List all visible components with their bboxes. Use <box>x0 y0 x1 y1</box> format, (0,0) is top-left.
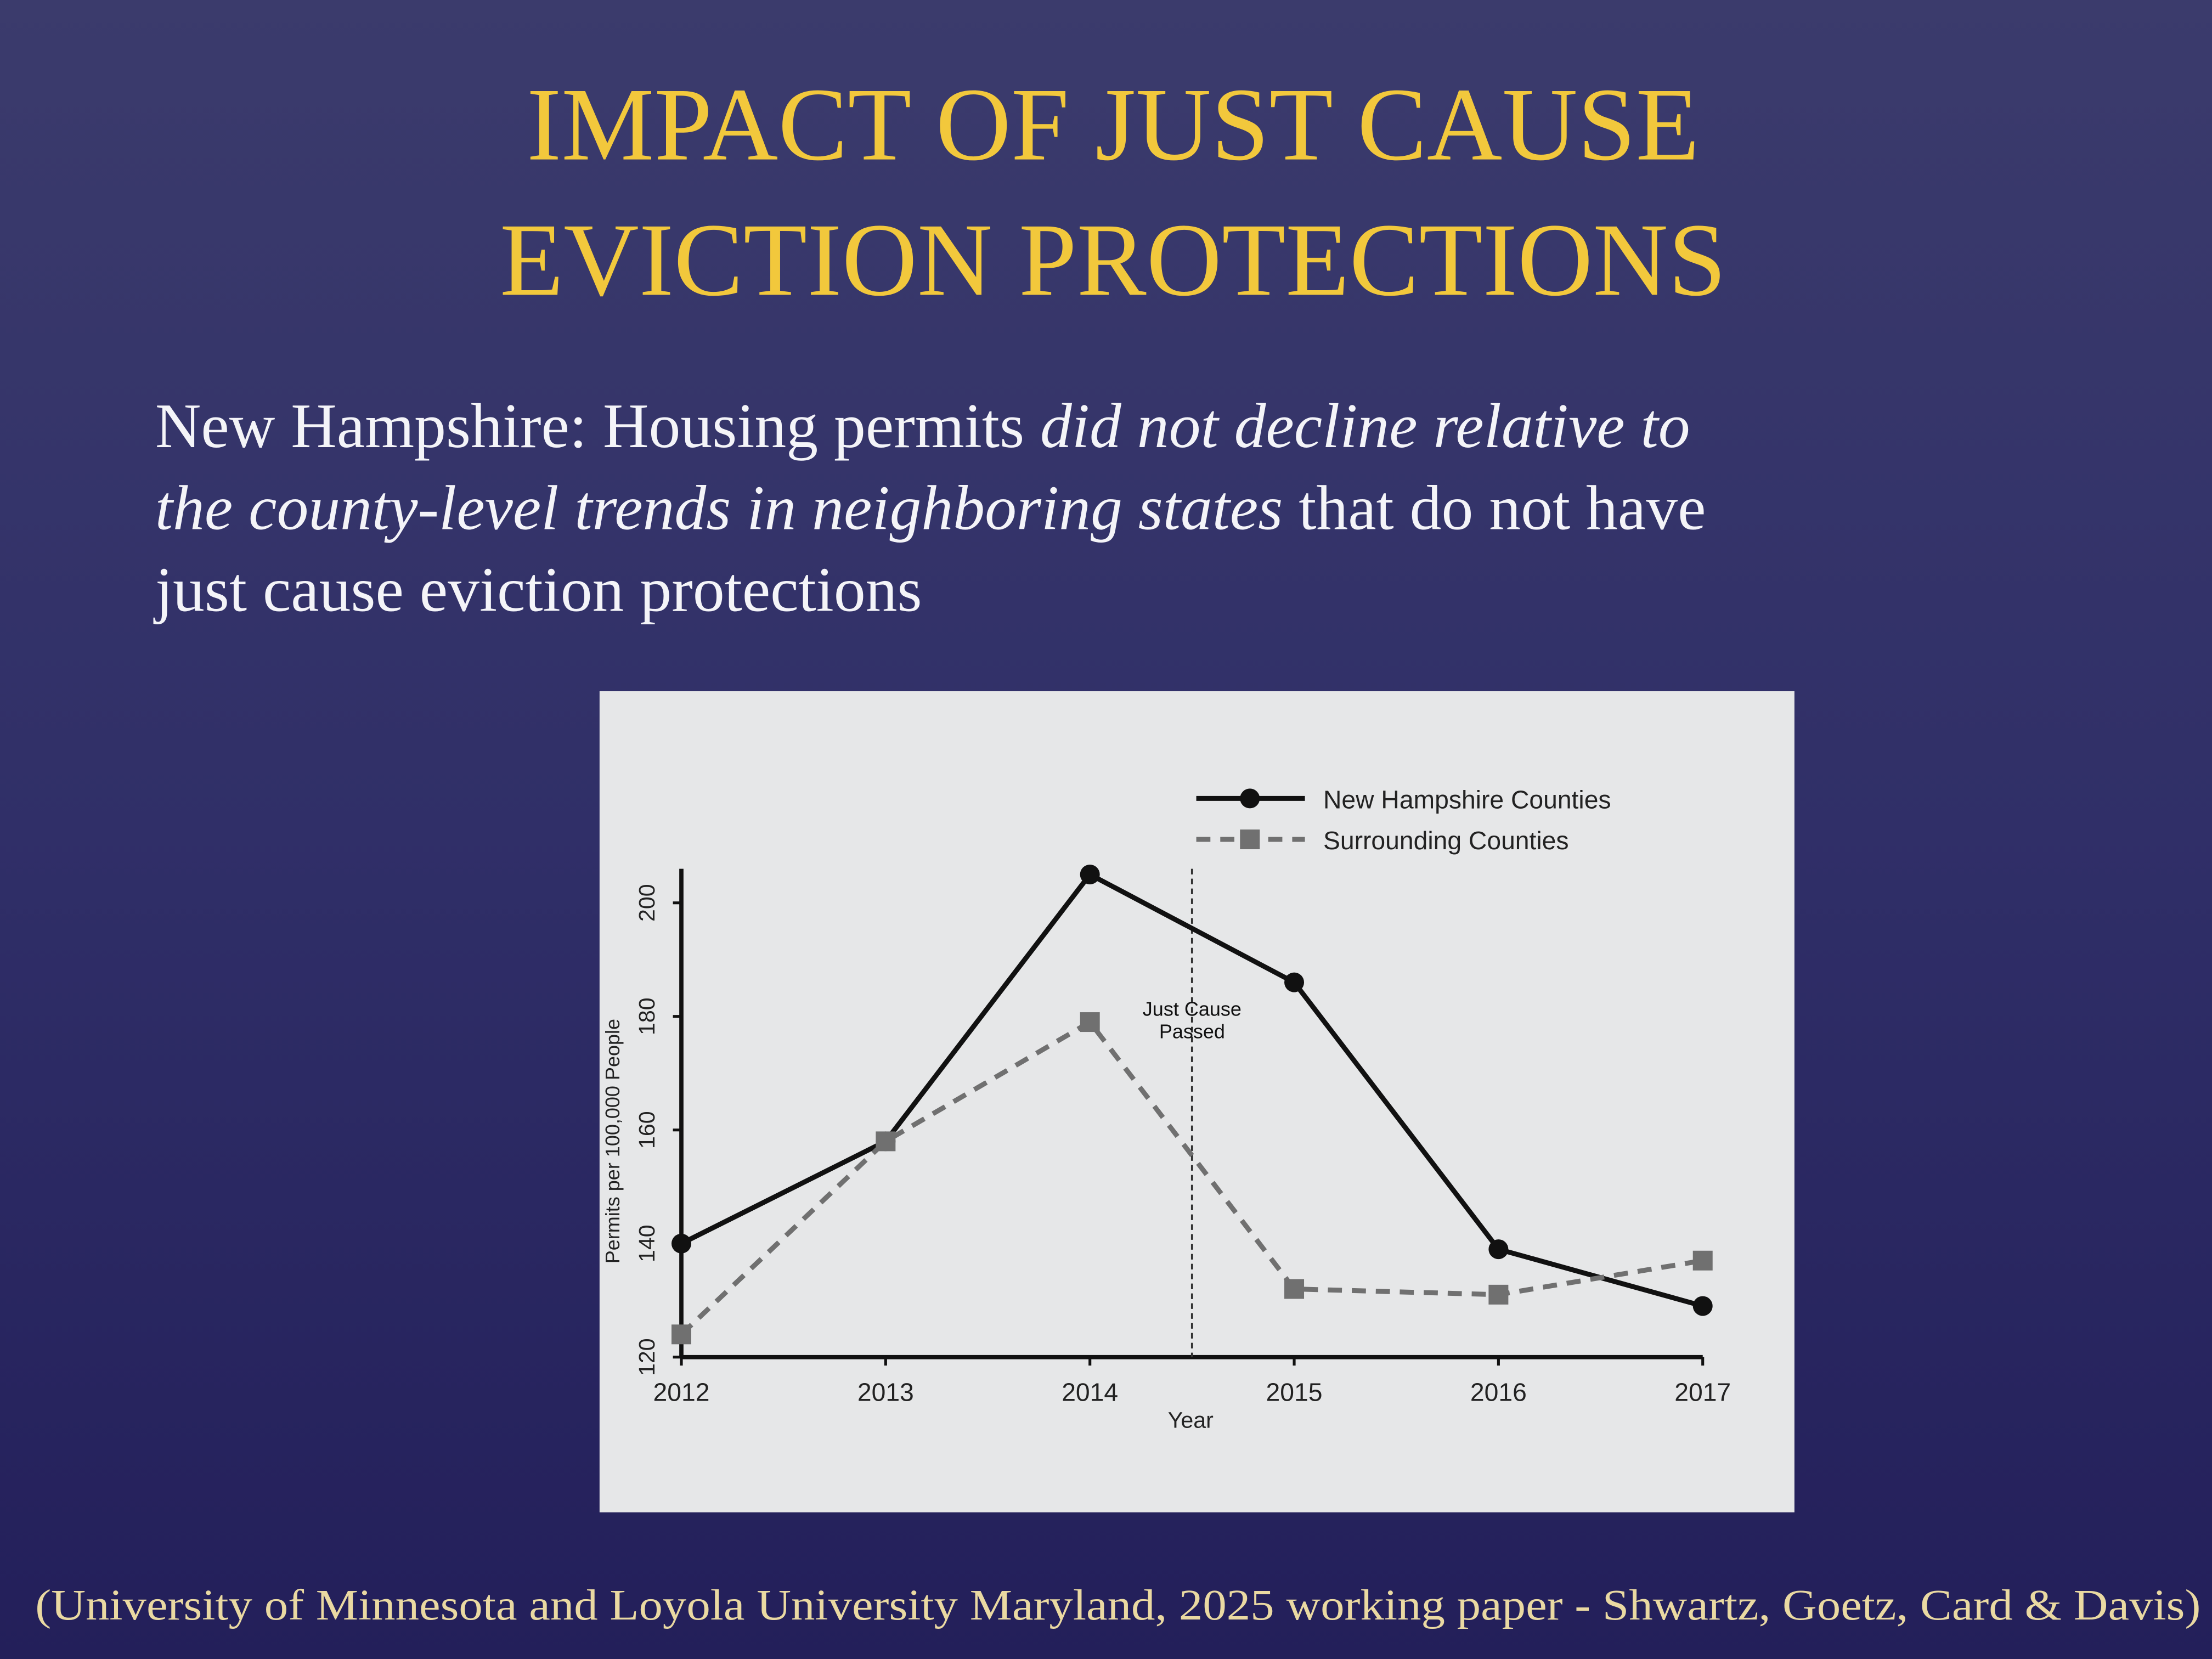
y-tick-label: 140 <box>634 1224 659 1262</box>
data-point <box>1692 1250 1713 1271</box>
data-point <box>1080 864 1100 884</box>
x-tick-label: 2017 <box>1674 1378 1731 1406</box>
legend-marker <box>1240 788 1260 809</box>
legend-label: Surrounding Counties <box>1323 826 1569 855</box>
data-point <box>672 1324 691 1345</box>
x-axis-label: Year <box>1168 1407 1214 1432</box>
series-line <box>679 1019 1703 1336</box>
data-point <box>1488 1239 1509 1260</box>
subtitle-run: did not decline relative to <box>1040 391 1690 461</box>
x-tick-label: 2015 <box>1266 1378 1323 1406</box>
subtitle-run: just cause eviction protections <box>153 555 922 625</box>
subtitle-run: the county-level trends in neighboring s… <box>155 473 1283 543</box>
x-tick-label: 2016 <box>1470 1378 1527 1406</box>
y-tick-label: 180 <box>634 997 659 1035</box>
chart-panel <box>599 691 1795 1513</box>
x-tick-label: 2013 <box>857 1378 914 1406</box>
y-tick-label: 200 <box>634 884 659 922</box>
legend-marker <box>1240 830 1260 849</box>
chart: 120 140 160 180 200 2012 2013 2014 2015 2016 2017 Y… <box>601 785 1731 1432</box>
data-point <box>1692 1296 1713 1316</box>
data-point <box>1284 972 1305 992</box>
y-tick-label: 120 <box>634 1338 659 1376</box>
subtitle-run: that do not have <box>1283 473 1706 543</box>
title-line: EVICTION PROTECTIONS <box>500 202 1726 318</box>
series-line <box>680 871 1703 1308</box>
x-tick-label: 2014 <box>1062 1378 1118 1406</box>
title-line: IMPACT OF JUST CAUSE <box>527 67 1700 183</box>
data-point <box>1284 1279 1305 1299</box>
annotation-text: Passed <box>1159 1020 1225 1043</box>
y-axis-label: Permits per 100,000 People <box>601 1019 624 1263</box>
subtitle-run: New Hampshire: Housing permits <box>155 391 1040 461</box>
legend-label: New Hampshire Counties <box>1323 785 1611 814</box>
data-point <box>1488 1284 1509 1305</box>
annotation-text: Just Cause <box>1143 997 1242 1020</box>
subtitle-line: New Hampshire: Housing permits did not d… <box>155 391 1690 461</box>
subtitle-line: just cause eviction protections <box>153 555 922 625</box>
x-tick-label: 2012 <box>653 1378 710 1406</box>
data-point <box>672 1233 691 1254</box>
y-tick-label: 160 <box>634 1111 659 1149</box>
data-point <box>1080 1012 1100 1032</box>
data-point <box>876 1131 896 1152</box>
subtitle-line: the county-level trends in neighboring s… <box>155 473 1706 543</box>
footer-citation: (University of Minnesota and Loyola Univ… <box>35 1581 2200 1629</box>
